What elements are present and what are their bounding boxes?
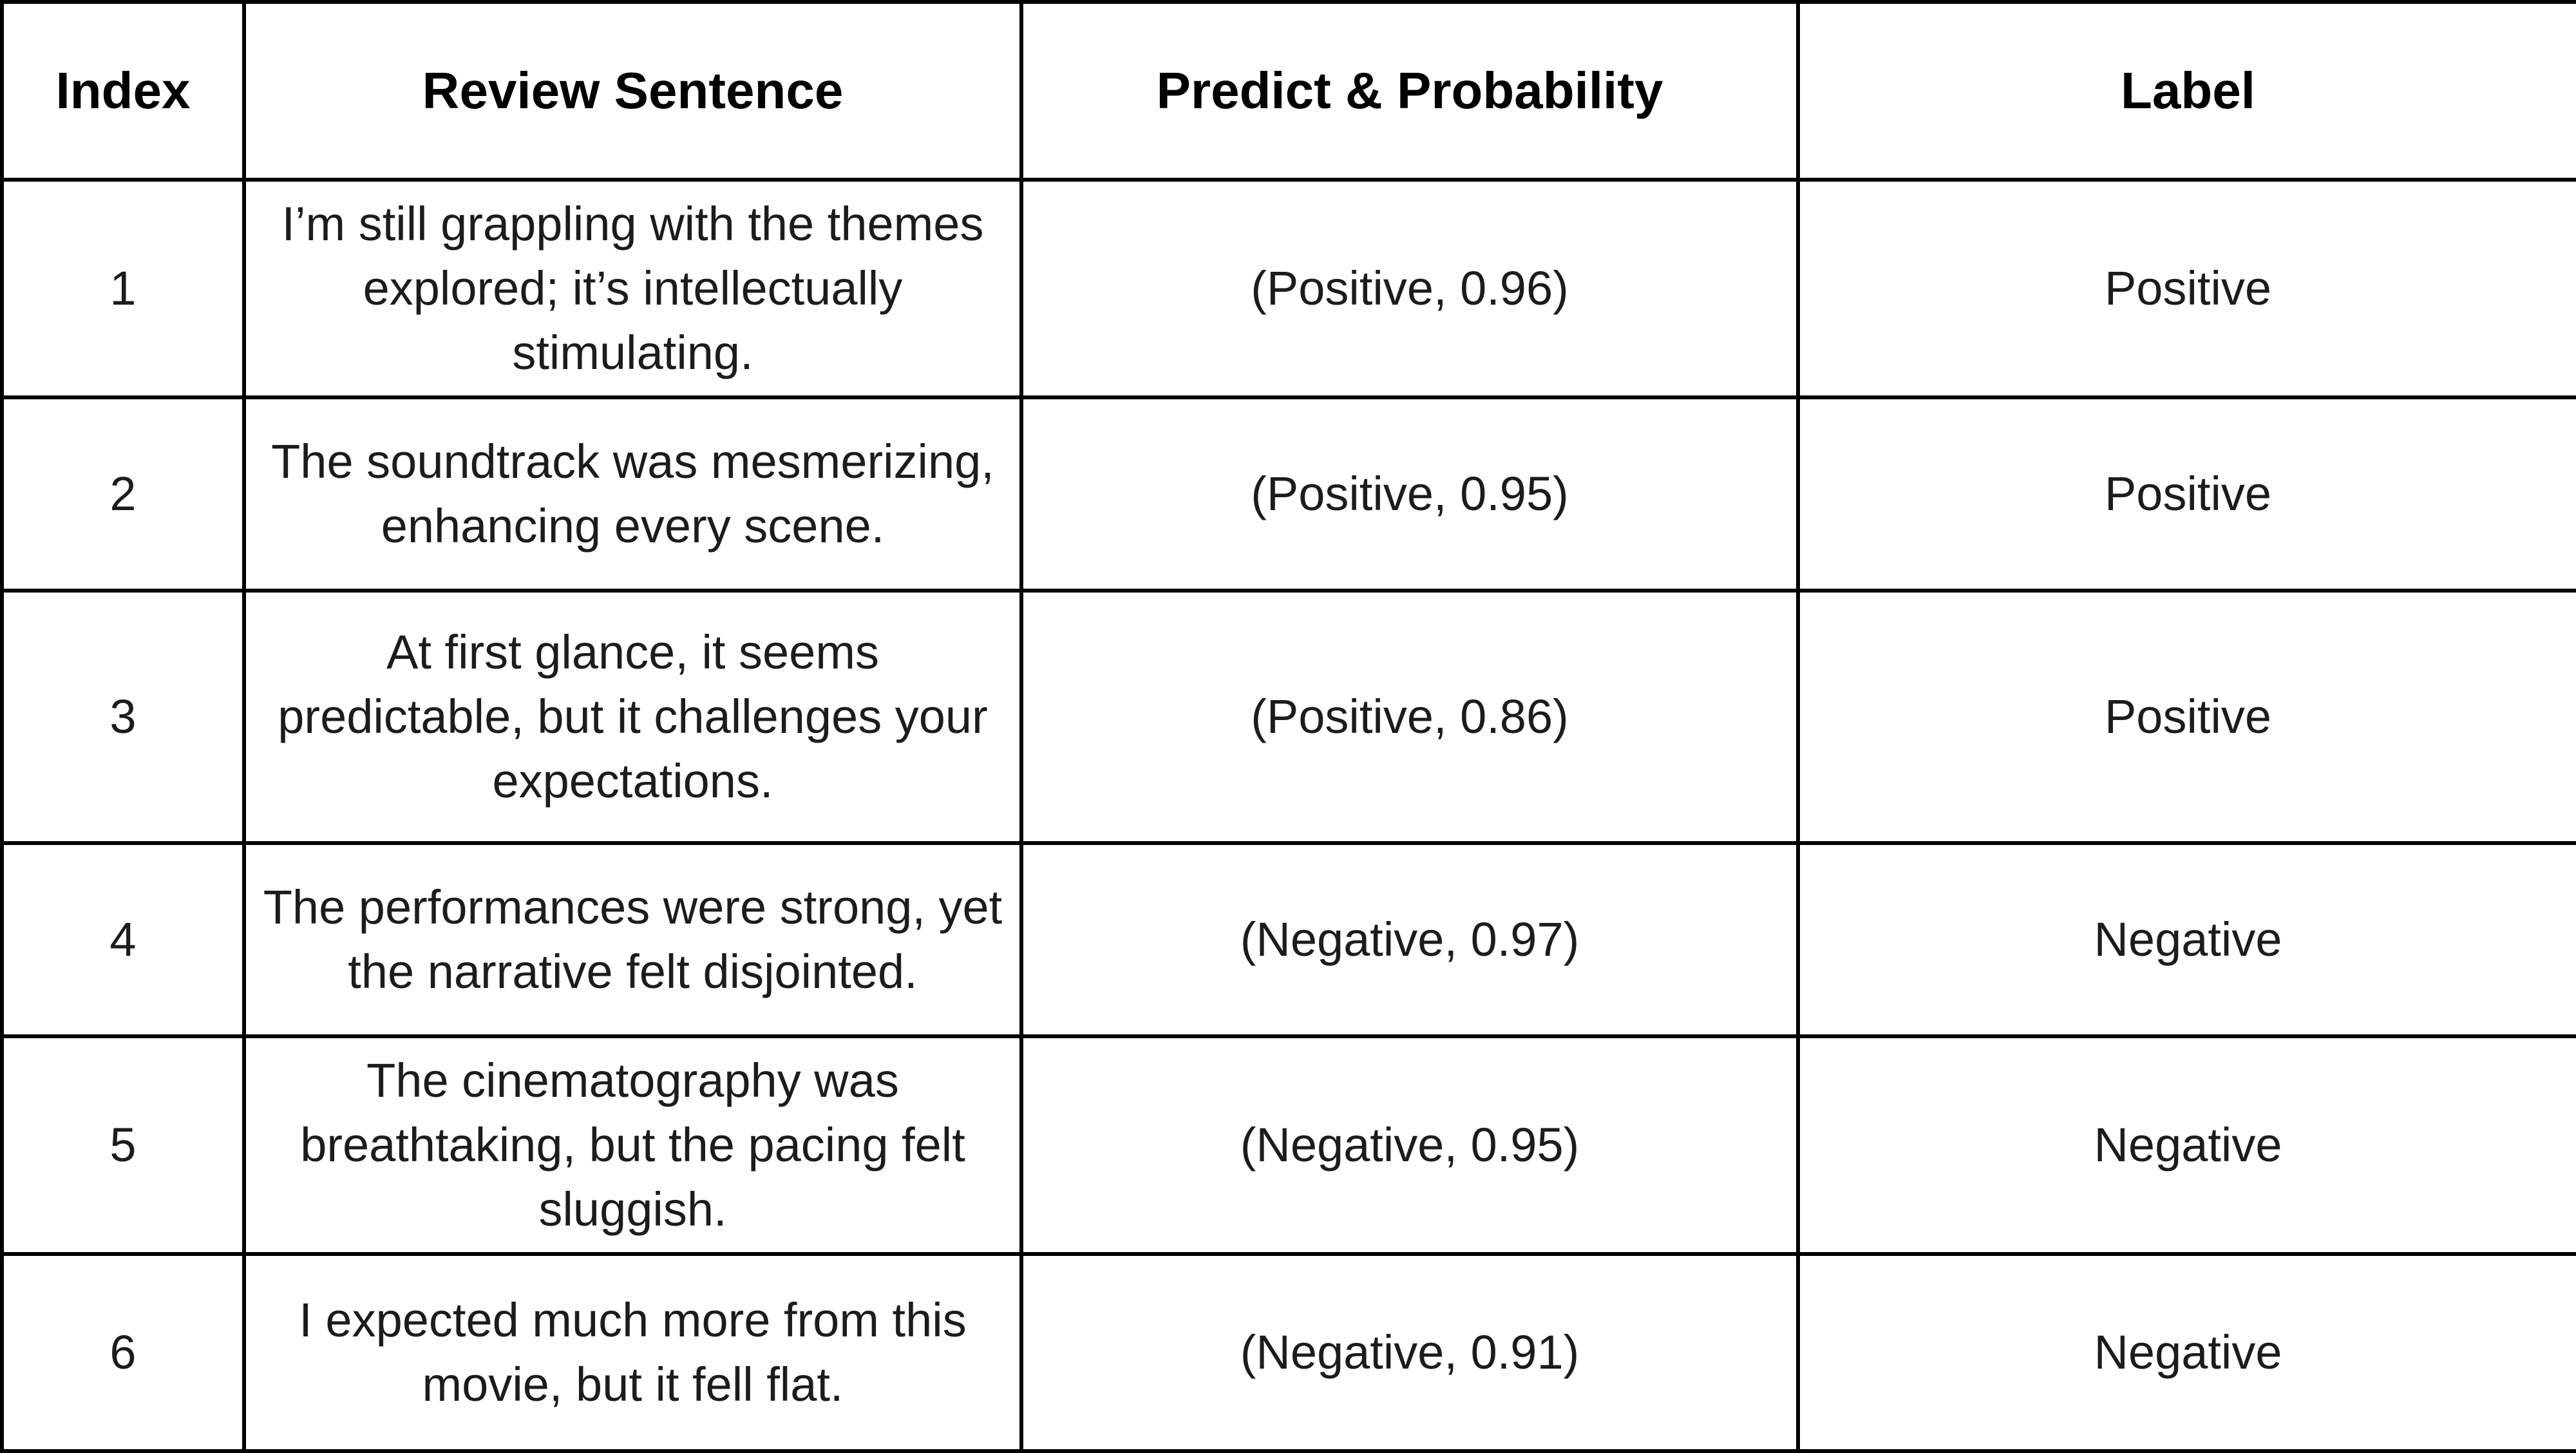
cell-review-sentence: At first glance, it seems predictable, b… xyxy=(242,589,1023,845)
cell-predict-probability: (Positive, 0.96) xyxy=(1019,178,1800,399)
table-row: 5 The cinematography was breathtaking, b… xyxy=(0,1034,2576,1256)
cell-label: Negative xyxy=(1796,841,2576,1038)
cell-review-sentence: The performances were strong, yet the na… xyxy=(242,841,1023,1038)
header-predict-probability: Predict & Probability xyxy=(1019,0,1800,182)
cell-label: Negative xyxy=(1796,1034,2576,1256)
cell-label: Negative xyxy=(1796,1252,2576,1453)
cell-index: 6 xyxy=(0,1252,246,1453)
table-row: 1 I’m still grappling with the themes ex… xyxy=(0,178,2576,399)
header-row: Index Review Sentence Predict & Probabil… xyxy=(0,0,2576,182)
cell-review-sentence: I expected much more from this movie, bu… xyxy=(242,1252,1023,1453)
header-index: Index xyxy=(0,0,246,182)
cell-predict-probability: (Positive, 0.95) xyxy=(1019,395,1800,593)
cell-index: 3 xyxy=(0,589,246,845)
header-label: Label xyxy=(1796,0,2576,182)
cell-review-sentence: I’m still grappling with the themes expl… xyxy=(242,178,1023,399)
cell-index: 4 xyxy=(0,841,246,1038)
cell-review-sentence: The cinematography was breathtaking, but… xyxy=(242,1034,1023,1256)
table-row: 2 The soundtrack was mesmerizing, enhanc… xyxy=(0,395,2576,593)
table-row: 4 The performances were strong, yet the … xyxy=(0,841,2576,1038)
cell-review-sentence: The soundtrack was mesmerizing, enhancin… xyxy=(242,395,1023,593)
cell-index: 5 xyxy=(0,1034,246,1256)
cell-predict-probability: (Negative, 0.95) xyxy=(1019,1034,1800,1256)
cell-label: Positive xyxy=(1796,178,2576,399)
cell-predict-probability: (Negative, 0.91) xyxy=(1019,1252,1800,1453)
header-review-sentence: Review Sentence xyxy=(242,0,1023,182)
cell-label: Positive xyxy=(1796,589,2576,845)
cell-predict-probability: (Negative, 0.97) xyxy=(1019,841,1800,1038)
cell-index: 1 xyxy=(0,178,246,399)
cell-index: 2 xyxy=(0,395,246,593)
table-row: 3 At first glance, it seems predictable,… xyxy=(0,589,2576,845)
cell-predict-probability: (Positive, 0.86) xyxy=(1019,589,1800,845)
table-row: 6 I expected much more from this movie, … xyxy=(0,1252,2576,1453)
cell-label: Positive xyxy=(1796,395,2576,593)
